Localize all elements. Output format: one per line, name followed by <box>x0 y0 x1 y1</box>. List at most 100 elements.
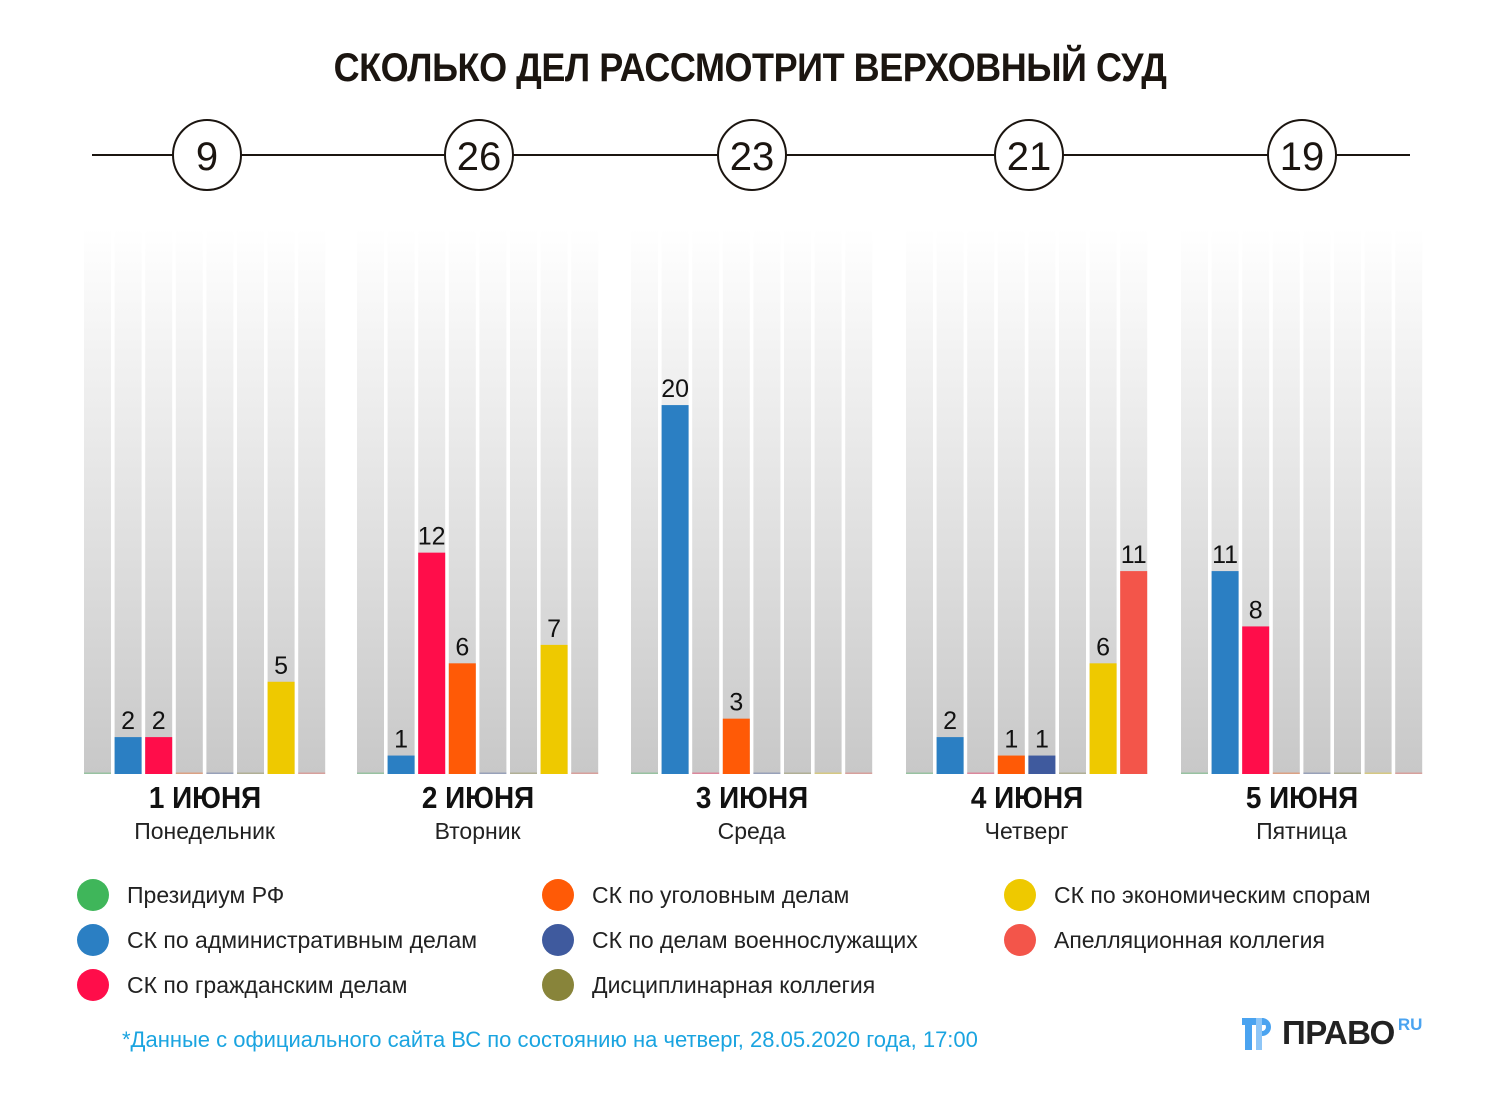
column-baseline <box>784 772 811 774</box>
total-label: 26 <box>457 135 502 179</box>
weekday-label: Понедельник <box>134 818 275 844</box>
logo-text: ПРАВО <box>1282 1014 1395 1051</box>
column-baseline <box>84 772 111 774</box>
day-total-badge: 23 <box>717 119 787 191</box>
bar-value-label: 2 <box>943 707 957 735</box>
total-circle <box>172 119 242 191</box>
legend-label: Дисциплинарная коллегия <box>592 971 876 998</box>
bar-value-label: 1 <box>1004 726 1018 754</box>
legend-label: Апелляционная коллегия <box>1054 926 1325 953</box>
day-total-badge: 9 <box>172 119 242 191</box>
column-baseline <box>814 772 842 774</box>
column-background <box>814 228 842 774</box>
column-baseline <box>1181 772 1208 774</box>
column-background <box>906 228 933 774</box>
bar <box>387 755 415 774</box>
bar-group: 1 12 6 7 <box>357 228 599 774</box>
day-date-label: 1 ИЮНЯ <box>148 780 261 815</box>
column-baseline <box>845 772 873 774</box>
column-background <box>298 228 326 774</box>
day-date-label: 3 ИЮНЯ <box>695 780 808 815</box>
legend-item: СК по административным делам <box>77 924 477 956</box>
bar-value-label: 1 <box>1035 726 1049 754</box>
column-baseline <box>357 772 384 774</box>
legend-item: Президиум РФ <box>77 879 285 911</box>
total-circle <box>717 119 787 191</box>
legend-label: СК по гражданским делам <box>127 971 408 998</box>
column-background <box>784 228 811 774</box>
total-circle <box>1267 119 1337 191</box>
legend-label: Президиум РФ <box>127 881 285 908</box>
bar <box>722 718 750 774</box>
column-baseline <box>1364 772 1392 774</box>
pravo-logo-icon <box>1242 1018 1272 1050</box>
bar-group: 20 3 <box>631 228 873 774</box>
legend-swatch-icon <box>542 969 574 1001</box>
column-baseline <box>206 772 234 774</box>
column-background <box>631 228 658 774</box>
weekday-label: Среда <box>717 818 786 844</box>
column-baseline <box>237 772 264 774</box>
column-background <box>1272 228 1300 774</box>
total-label: 9 <box>196 135 218 179</box>
column-baseline <box>753 772 781 774</box>
bar-value-label: 3 <box>729 689 743 717</box>
column-baseline <box>692 772 720 774</box>
bar <box>661 405 689 774</box>
bar-group: 11 8 <box>1181 228 1423 774</box>
bar <box>936 737 964 774</box>
footnote: *Данные с официального сайта ВС по состо… <box>122 1027 978 1052</box>
column-baseline <box>571 772 599 774</box>
column-baseline <box>175 772 203 774</box>
bar <box>1211 571 1239 774</box>
bar <box>114 737 142 774</box>
column-background <box>1028 228 1056 774</box>
total-circle <box>444 119 514 191</box>
bar-value-label: 7 <box>547 615 561 643</box>
legend-item: СК по делам военнослужащих <box>542 924 918 956</box>
legend-swatch-icon <box>542 924 574 956</box>
legend-label: СК по делам военнослужащих <box>592 926 918 953</box>
bar-value-label: 6 <box>455 633 469 661</box>
column-background <box>1059 228 1086 774</box>
legend-swatch-icon <box>1004 879 1036 911</box>
column-background <box>206 228 234 774</box>
bar <box>418 552 446 774</box>
column-background <box>387 228 415 774</box>
bar-value-label: 8 <box>1249 596 1263 624</box>
column-background <box>967 228 995 774</box>
column-background <box>997 228 1025 774</box>
day-date-label: 5 ИЮНЯ <box>1245 780 1358 815</box>
column-background <box>722 228 750 774</box>
bar-value-label: 5 <box>274 652 288 680</box>
legend-label: СК по уголовным делам <box>592 881 850 908</box>
totals-circles: 9 26 23 21 19 <box>172 119 1337 191</box>
column-background <box>1395 228 1423 774</box>
bar-value-label: 6 <box>1096 633 1110 661</box>
logo-suffix: RU <box>1397 1015 1423 1034</box>
column-baseline <box>479 772 507 774</box>
column-background <box>175 228 203 774</box>
legend-swatch-icon <box>77 924 109 956</box>
total-circle <box>994 119 1064 191</box>
column-baseline <box>1059 772 1086 774</box>
bar <box>1028 755 1056 774</box>
day-total-badge: 19 <box>1267 119 1337 191</box>
column-baseline <box>906 772 933 774</box>
legend-label: СК по экономическим спорам <box>1054 881 1371 908</box>
legend-item: Дисциплинарная коллегия <box>542 969 876 1001</box>
day-date-label: 2 ИЮНЯ <box>421 780 534 815</box>
column-baseline <box>967 772 995 774</box>
bar <box>1242 626 1270 774</box>
column-background <box>84 228 111 774</box>
day-total-badge: 21 <box>994 119 1064 191</box>
column-background <box>114 228 142 774</box>
chart-title: СКОЛЬКО ДЕЛ РАССМОТРИТ ВЕРХОВНЫЙ СУД <box>333 46 1167 90</box>
total-label: 21 <box>1007 135 1052 179</box>
column-background <box>237 228 264 774</box>
bar <box>997 755 1025 774</box>
bar-value-label: 2 <box>121 707 135 735</box>
legend-item: Апелляционная коллегия <box>1004 924 1325 956</box>
